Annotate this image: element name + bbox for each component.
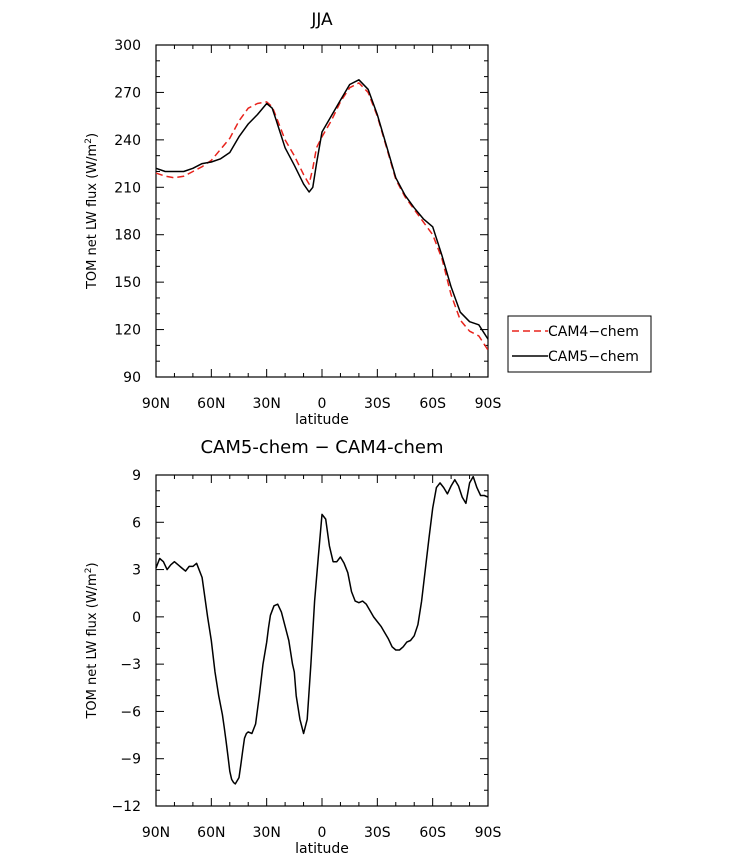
x-tick-label: 90S bbox=[475, 396, 502, 412]
legend-label: CAM4−chem bbox=[548, 324, 639, 340]
x-tick-label: 0 bbox=[318, 825, 327, 841]
y-axis-label-text: TOM net LW flux (W/m bbox=[85, 573, 100, 719]
x-tick-label: 30N bbox=[253, 825, 281, 841]
legend-label: CAM5−chem bbox=[548, 349, 639, 365]
y-axis-label: TOM net LW flux (W/m2) bbox=[84, 562, 100, 719]
x-tick-label: 90S bbox=[475, 825, 502, 841]
y-tick-label: 270 bbox=[114, 85, 141, 101]
y-axis-label-superscript: 2 bbox=[84, 568, 94, 574]
x-tick-label: 90N bbox=[142, 396, 170, 412]
y-axis-label-close: ) bbox=[85, 133, 100, 138]
series-line-cam4-chem bbox=[155, 82, 489, 351]
series-line-cam5-chem bbox=[155, 79, 489, 340]
y-tick-label: −3 bbox=[120, 657, 141, 673]
y-axis-label-text: TOM net LW flux (W/m bbox=[85, 144, 100, 290]
x-tick-label: 30S bbox=[364, 396, 391, 412]
y-tick-label: 3 bbox=[132, 563, 141, 579]
x-axis-label: latitude bbox=[295, 841, 349, 857]
legend-box bbox=[507, 315, 652, 373]
x-tick-label: 60S bbox=[419, 825, 446, 841]
y-axis-label-close: ) bbox=[85, 562, 100, 567]
panel-1: JJA 90N 60N 30N 0 30S 60S 90S 90 120 150 180 210 240 2… bbox=[84, 10, 501, 428]
x-tick-label: 60S bbox=[419, 396, 446, 412]
difference-line bbox=[155, 475, 489, 785]
panel-2: CAM5-chem − CAM4-chem 90N 60N 30N 0 30S 60S 90S… bbox=[84, 437, 501, 857]
y-tick-label: 150 bbox=[114, 275, 141, 291]
y-tick-label: 240 bbox=[114, 133, 141, 149]
x-tick-label: 30N bbox=[253, 396, 281, 412]
y-tick-label: −9 bbox=[120, 752, 141, 768]
y-tick-label: 210 bbox=[114, 180, 141, 196]
plot-frame bbox=[155, 44, 489, 378]
y-tick-label: 300 bbox=[114, 38, 141, 54]
y-tick-label: −12 bbox=[111, 799, 141, 815]
legend: CAM4−chem CAM5−chem bbox=[507, 315, 652, 373]
y-tick-label: 180 bbox=[114, 228, 141, 244]
x-tick-label: 60N bbox=[197, 825, 225, 841]
chart-title: CAM5-chem − CAM4-chem bbox=[200, 437, 443, 458]
x-tick-label: 90N bbox=[142, 825, 170, 841]
y-tick-label: −6 bbox=[120, 704, 141, 720]
x-tick-label: 30S bbox=[364, 825, 391, 841]
plot-frame bbox=[155, 474, 489, 807]
x-tick-label: 0 bbox=[318, 396, 327, 412]
y-axis-label-superscript: 2 bbox=[84, 138, 94, 144]
y-tick-label: 90 bbox=[123, 370, 141, 386]
x-tick-label: 60N bbox=[197, 396, 225, 412]
y-tick-label: 9 bbox=[132, 468, 141, 484]
y-tick-label: 0 bbox=[132, 610, 141, 626]
y-tick-label: 6 bbox=[132, 515, 141, 531]
chart-title: JJA bbox=[310, 10, 333, 30]
x-axis-label: latitude bbox=[295, 412, 349, 428]
y-tick-label: 120 bbox=[114, 323, 141, 339]
y-axis-label: TOM net LW flux (W/m2) bbox=[84, 133, 100, 290]
